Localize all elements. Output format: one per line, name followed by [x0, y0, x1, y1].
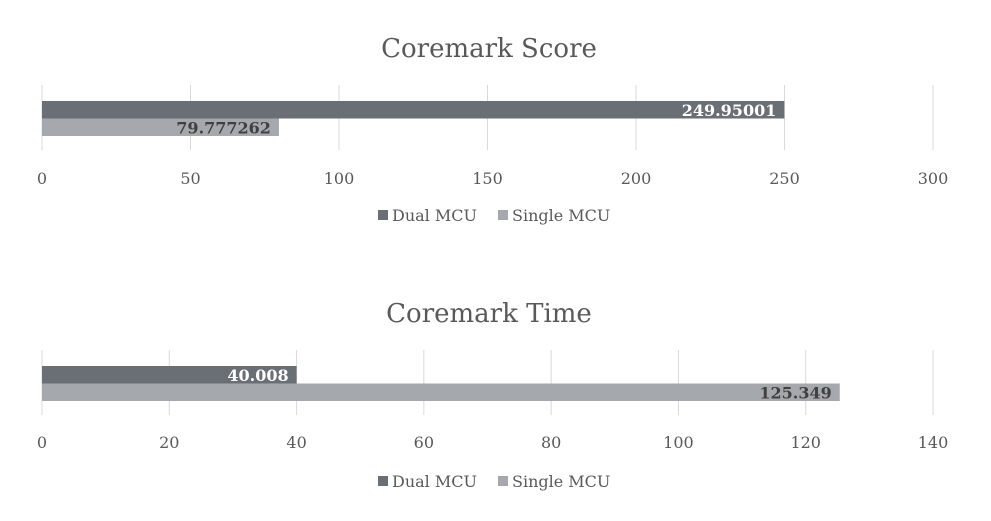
bar-dual-mcu	[42, 101, 785, 119]
x-tick-label: 300	[918, 169, 949, 188]
data-label: 125.349	[759, 384, 831, 403]
x-tick-label: 100	[324, 169, 355, 188]
x-tick-label: 200	[621, 169, 652, 188]
data-label: 249.95001	[682, 101, 777, 120]
chart-title: Coremark Score	[381, 34, 597, 64]
data-label: 79.777262	[176, 119, 271, 138]
x-tick-label: 0	[37, 433, 47, 452]
x-tick-label: 120	[790, 433, 821, 452]
bar-dual-mcu	[42, 366, 297, 384]
legend-swatch	[498, 476, 508, 486]
bar-single-mcu	[42, 118, 279, 136]
x-tick-label: 20	[159, 433, 179, 452]
x-tick-label: 100	[663, 433, 694, 452]
x-tick-label: 80	[541, 433, 561, 452]
data-label: 40.008	[227, 366, 288, 385]
x-tick-label: 0	[37, 169, 47, 188]
legend-swatch	[378, 210, 388, 220]
legend-label: Dual MCU	[392, 206, 477, 225]
bar-single-mcu	[42, 383, 840, 401]
legend-label: Single MCU	[512, 206, 610, 225]
x-tick-label: 250	[769, 169, 800, 188]
x-tick-label: 40	[286, 433, 306, 452]
x-tick-label: 140	[918, 433, 949, 452]
chart-title: Coremark Time	[386, 299, 592, 329]
x-tick-label: 50	[180, 169, 200, 188]
x-tick-label: 150	[472, 169, 503, 188]
legend-label: Single MCU	[512, 472, 610, 491]
legend-swatch	[378, 476, 388, 486]
legend-swatch	[498, 210, 508, 220]
x-tick-label: 60	[414, 433, 434, 452]
legend-label: Dual MCU	[392, 472, 477, 491]
